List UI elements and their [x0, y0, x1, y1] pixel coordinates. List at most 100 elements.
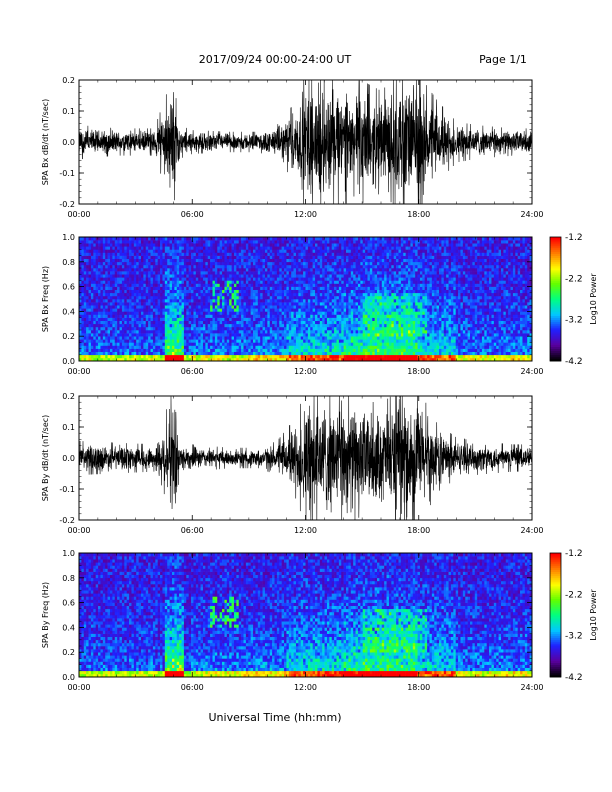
spectrogram-cell [269, 330, 273, 334]
spectrogram-cell [365, 295, 368, 300]
spectrogram-cell [257, 323, 261, 328]
spectrogram-cell [121, 333, 125, 337]
spectrogram-cell [305, 314, 309, 318]
spectrogram-cell [167, 286, 170, 290]
spectrogram-cell [267, 320, 271, 325]
spectrogram-cell [145, 357, 149, 362]
spectrogram-cell [298, 240, 302, 244]
spectrogram-cell [303, 252, 306, 256]
spectrogram-cell [224, 240, 228, 244]
spectrogram-cell [267, 268, 271, 272]
spectrogram-cell [155, 357, 158, 362]
spectrogram-cell [343, 314, 347, 318]
spectrogram-cell [186, 330, 189, 334]
spectrogram-cell [174, 336, 178, 340]
spectrogram-cell [315, 314, 318, 318]
spectrogram-cell [322, 320, 325, 325]
spectrogram-cell [307, 351, 311, 356]
spectrogram-cell [100, 320, 104, 325]
spectrogram-cell [148, 351, 151, 356]
spectrogram-cell [200, 351, 204, 356]
spectrogram-cell [305, 271, 309, 275]
spectrogram-cell [224, 243, 228, 247]
spectrogram-cell [286, 240, 290, 244]
spectrogram-cell [367, 305, 371, 309]
spectrogram-cell [124, 311, 127, 315]
spectrogram-cell [162, 246, 166, 250]
spectrogram-cell [264, 295, 268, 300]
spectrogram-cell [81, 277, 85, 281]
spectrogram-cell [210, 268, 213, 272]
spectrogram-cell [269, 240, 273, 244]
spectrogram-cell [312, 286, 316, 290]
spectrogram-cell [262, 283, 266, 287]
spectrogram-cell [129, 289, 132, 294]
spectrogram-cell [241, 295, 244, 300]
spectrogram-cell [138, 289, 142, 294]
spectrogram-cell [343, 252, 347, 256]
spectrogram-cell [214, 292, 218, 297]
spectrogram-cell [136, 326, 139, 331]
spectrogram-cell [305, 246, 309, 250]
spectrogram-cell [310, 271, 313, 275]
spectrogram-cell [281, 271, 285, 275]
spectrogram-cell [245, 249, 249, 253]
spectrogram-cell [222, 280, 225, 284]
spectrogram-cell [129, 351, 132, 356]
spectrogram-cell [317, 268, 321, 272]
spectrogram-cell [152, 246, 156, 250]
spectrogram-cell [224, 274, 228, 278]
spectrogram-cell [152, 354, 156, 359]
spectrogram-cell [255, 237, 259, 241]
spectrogram-cell [205, 323, 209, 328]
spectrogram-cell [174, 357, 178, 362]
spectrogram-cell [207, 252, 211, 256]
spectrogram-cell [181, 305, 185, 309]
spectrogram-cell [105, 302, 108, 306]
spectrogram-cell [338, 317, 342, 321]
spectrogram-cell [136, 258, 139, 263]
spectrogram-cell [262, 339, 266, 343]
spectrogram-cell [343, 249, 347, 253]
spectrogram-cell [303, 274, 306, 278]
spectrogram-cell [353, 357, 356, 362]
spectrogram-cell [264, 299, 268, 303]
spectrogram-cell [272, 283, 275, 287]
spectrogram-cell [291, 348, 294, 352]
spectrogram-cell [229, 299, 232, 303]
spectrogram-cell [198, 320, 201, 325]
spectrogram-cell [210, 292, 213, 297]
spectrogram-cell [169, 246, 173, 250]
spectrogram-cell [322, 289, 325, 294]
spectrogram-cell [93, 295, 96, 300]
spectrogram-cell [217, 308, 220, 312]
spectrogram-cell [93, 357, 96, 362]
spectrogram-cell [307, 311, 311, 315]
spectrogram-cell [233, 311, 237, 315]
spectrogram-cell [276, 336, 280, 340]
spectrogram-cell [188, 320, 192, 325]
spectrogram-cell [262, 302, 266, 306]
spectrogram-cell [229, 345, 232, 349]
spectrogram-cell [360, 243, 364, 247]
spectrogram-cell [295, 357, 299, 362]
spectrogram-cell [255, 264, 259, 269]
spectrogram-cell [317, 302, 321, 306]
spectrogram-cell [257, 292, 261, 297]
spectrogram-cell [248, 345, 251, 349]
spectrogram-cell [200, 286, 204, 290]
spectrogram-cell [98, 330, 101, 334]
spectrogram-cell [303, 258, 306, 263]
spectrogram-cell [253, 255, 256, 259]
spectrogram-cell [164, 261, 168, 266]
spectrogram-cell [119, 261, 123, 266]
spectrogram-cell [195, 320, 199, 325]
spectrogram-cell [262, 289, 266, 294]
spectrogram-cell [200, 289, 204, 294]
spectrogram-cell [231, 255, 235, 259]
spectrogram-cell [267, 283, 271, 287]
spectrogram-cell [303, 336, 306, 340]
spectrogram-cell [286, 354, 290, 359]
spectrogram-cell [329, 317, 333, 321]
spectrogram-cell [100, 264, 104, 269]
